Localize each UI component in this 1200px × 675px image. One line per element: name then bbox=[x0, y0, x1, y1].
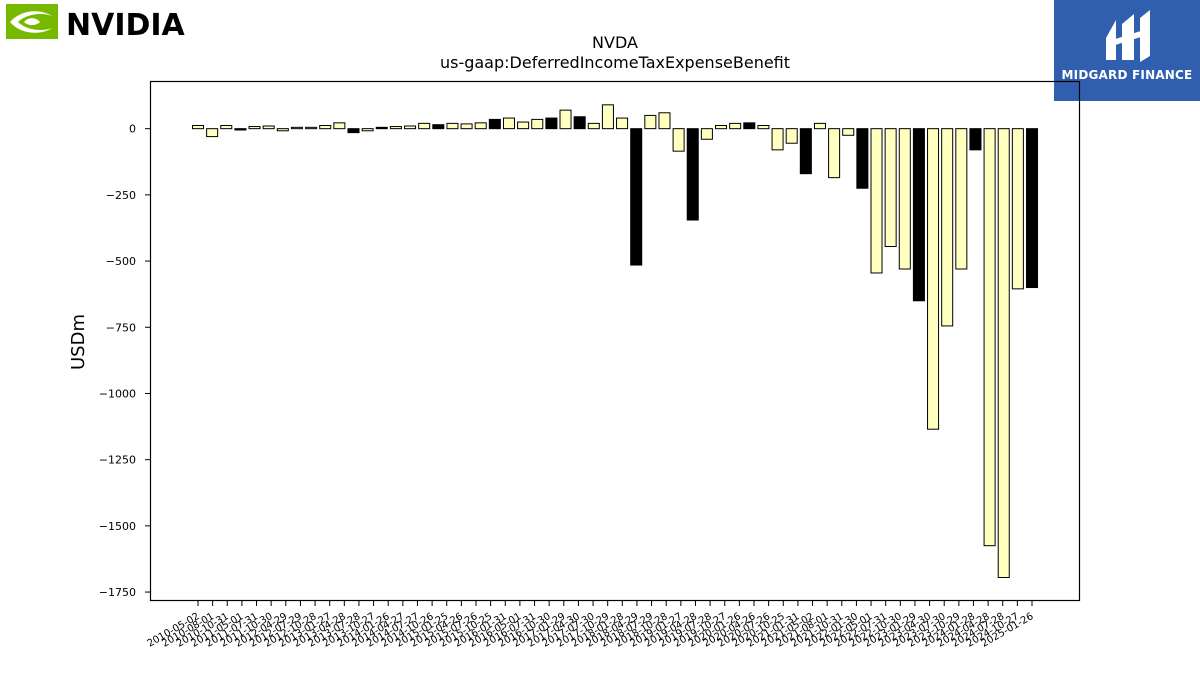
bar bbox=[559, 109, 572, 130]
bar bbox=[191, 124, 205, 130]
bar bbox=[729, 122, 742, 130]
bar bbox=[969, 128, 982, 151]
y-tick-label: −250 bbox=[106, 189, 136, 202]
bar bbox=[305, 126, 318, 130]
bar bbox=[1025, 128, 1039, 289]
bar bbox=[333, 122, 346, 130]
bar bbox=[870, 128, 883, 274]
bar bbox=[658, 112, 671, 130]
bar bbox=[672, 128, 685, 152]
bar bbox=[404, 125, 417, 130]
bar bbox=[290, 126, 303, 130]
midgard-emblem-icon bbox=[1106, 10, 1150, 62]
bar bbox=[319, 124, 332, 130]
bar bbox=[997, 128, 1010, 578]
bar bbox=[573, 116, 586, 130]
bar bbox=[248, 126, 261, 130]
chart-subtitle: us-gaap:DeferredIncomeTaxExpenseBenefit bbox=[440, 53, 790, 72]
bar bbox=[262, 125, 275, 130]
bar bbox=[715, 124, 728, 130]
bar bbox=[743, 122, 756, 130]
bar bbox=[884, 128, 897, 247]
y-tick-label: 0 bbox=[129, 123, 136, 136]
bar bbox=[686, 128, 699, 221]
bar bbox=[601, 104, 614, 130]
bar bbox=[545, 117, 558, 130]
bar bbox=[771, 128, 784, 151]
x-axis: 2010-05-022010-08-012010-10-312011-05-01… bbox=[146, 600, 1036, 650]
y-axis-label: USDm bbox=[68, 314, 89, 370]
bar bbox=[531, 118, 544, 130]
bar bbox=[276, 128, 289, 132]
bar bbox=[474, 122, 487, 130]
bar bbox=[206, 128, 219, 138]
bar bbox=[813, 122, 826, 130]
bar bbox=[418, 122, 431, 130]
y-axis: 0 −250 −500 −750 −1000 −1250 −1500 −1750 bbox=[99, 123, 150, 599]
bar bbox=[785, 128, 798, 144]
bar bbox=[927, 128, 940, 430]
bar bbox=[234, 128, 247, 131]
bar bbox=[644, 114, 657, 130]
bar bbox=[630, 128, 643, 266]
bar bbox=[488, 118, 501, 130]
bar bbox=[856, 128, 869, 189]
bar bbox=[757, 124, 770, 130]
y-tick-label: −1000 bbox=[99, 387, 136, 400]
bar bbox=[983, 128, 996, 547]
bar bbox=[460, 123, 473, 130]
bar bbox=[517, 121, 530, 130]
y-tick-label: −750 bbox=[106, 321, 136, 334]
bars-group bbox=[191, 104, 1039, 578]
bar bbox=[446, 122, 459, 130]
nvidia-wordmark: NVIDIA bbox=[66, 8, 186, 40]
bar bbox=[389, 126, 402, 130]
bar bbox=[220, 124, 233, 130]
chart-title: NVDA bbox=[592, 33, 638, 52]
bar bbox=[898, 128, 911, 270]
nvidia-eye-icon: NVIDIA bbox=[6, 4, 186, 43]
y-tick-label: −1250 bbox=[99, 454, 136, 467]
bar bbox=[375, 126, 388, 130]
y-tick-label: −1500 bbox=[99, 520, 136, 533]
bar bbox=[912, 128, 925, 302]
bar bbox=[842, 128, 855, 136]
midgard-wordmark: MIDGARD FINANCE bbox=[1061, 68, 1193, 82]
bar bbox=[828, 128, 841, 179]
bar bbox=[347, 128, 360, 134]
bar bbox=[502, 117, 516, 130]
bar bbox=[616, 117, 629, 130]
bar bbox=[700, 128, 713, 140]
bar bbox=[361, 128, 374, 132]
nvidia-logo: NVIDIA bbox=[6, 4, 196, 43]
y-tick-label: −500 bbox=[106, 255, 136, 268]
bar bbox=[799, 128, 812, 175]
bar bbox=[432, 124, 445, 130]
bar bbox=[1011, 128, 1024, 290]
y-tick-label: −1750 bbox=[99, 586, 136, 599]
bar bbox=[941, 128, 954, 327]
plot-frame bbox=[149, 80, 1081, 602]
bar bbox=[587, 122, 600, 130]
bar bbox=[955, 128, 968, 270]
midgard-finance-logo: MIDGARD FINANCE bbox=[1054, 0, 1200, 101]
